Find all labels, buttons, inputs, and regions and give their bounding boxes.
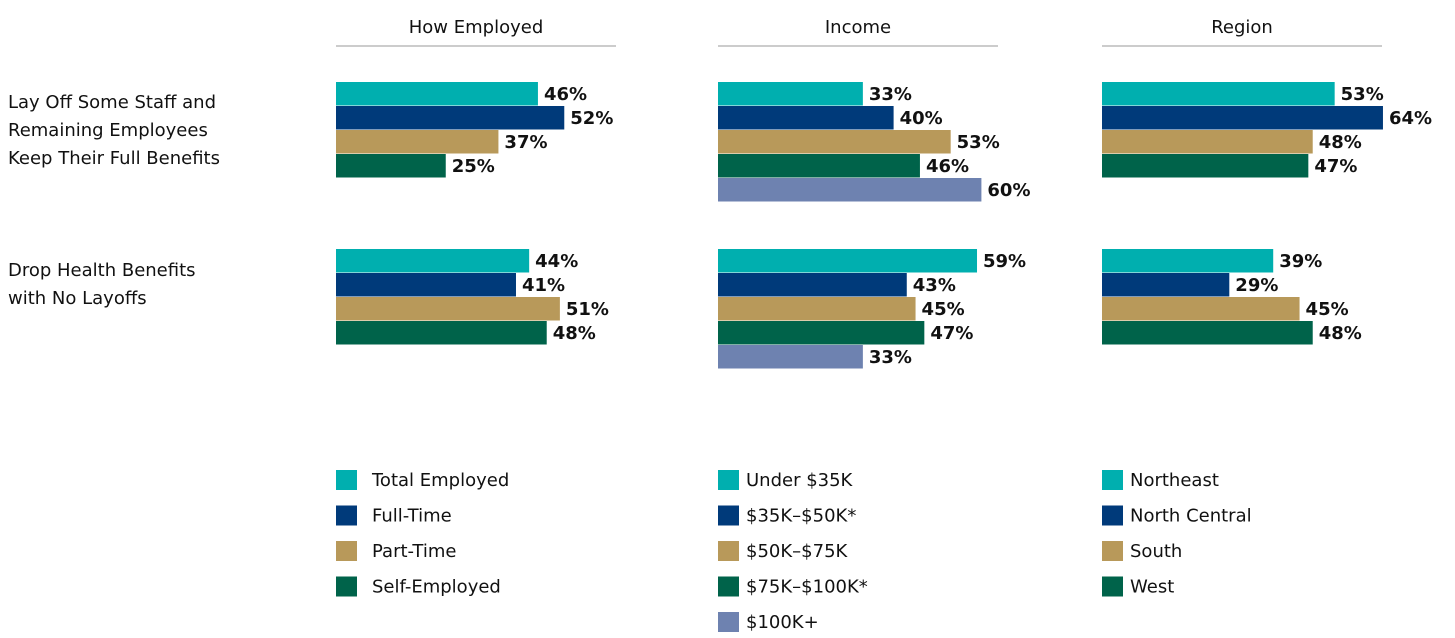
bar [718, 106, 894, 130]
value-label: 43% [913, 275, 956, 296]
row-label: Remaining Employees [8, 120, 208, 141]
panel-title: Income [825, 17, 891, 38]
legend-label: South [1130, 541, 1182, 562]
legend-swatch [1102, 576, 1123, 597]
bar [718, 130, 951, 154]
value-label: 45% [1306, 299, 1349, 320]
value-label: 46% [544, 84, 587, 105]
row-label: with No Layoffs [8, 288, 147, 309]
bar [1102, 249, 1274, 273]
bar [718, 297, 916, 321]
legend-label: $35K–$50K* [746, 506, 856, 527]
bar [336, 321, 547, 345]
value-label: 53% [957, 132, 1000, 153]
bar [718, 154, 920, 178]
bar [336, 130, 499, 154]
legend-swatch [1102, 470, 1123, 490]
bar [718, 273, 907, 297]
bar [718, 321, 925, 345]
legend-swatch [336, 470, 357, 490]
value-label: 48% [553, 323, 596, 344]
row-label: Drop Health Benefits [8, 260, 196, 281]
bar [336, 154, 446, 178]
legend-label: West [1130, 577, 1174, 598]
legend-swatch [336, 576, 357, 597]
legend-swatch [336, 541, 357, 561]
value-label: 64% [1389, 108, 1432, 129]
bar [1102, 130, 1313, 154]
value-label: 25% [452, 156, 495, 177]
value-label: 41% [522, 275, 565, 296]
legend-label: $75K–$100K* [746, 577, 868, 598]
bar [1102, 297, 1300, 321]
bar [718, 249, 978, 273]
value-label: 48% [1319, 132, 1362, 153]
legend-swatch [718, 505, 739, 526]
legend-swatch [718, 541, 739, 561]
value-label: 51% [566, 299, 609, 320]
value-label: 60% [987, 180, 1030, 201]
legend-swatch [718, 576, 739, 597]
value-label: 46% [926, 156, 969, 177]
value-label: 40% [900, 108, 943, 129]
value-label: 37% [504, 132, 547, 153]
legend-swatch [336, 505, 357, 526]
legend-swatch [718, 470, 739, 490]
legend-label: Northeast [1130, 470, 1219, 491]
legend-label: $100K+ [746, 612, 819, 633]
legend-label: Under $35K [746, 470, 854, 491]
value-label: 47% [1314, 156, 1357, 177]
legend-label: $50K–$75K [746, 541, 849, 562]
bar [336, 273, 516, 297]
value-label: 39% [1279, 251, 1322, 272]
bar [718, 345, 863, 369]
bar [718, 178, 982, 202]
panel-title: How Employed [409, 17, 544, 38]
legend-swatch [718, 612, 739, 632]
legend-label: North Central [1130, 506, 1252, 527]
bar [1102, 154, 1309, 178]
value-label: 29% [1235, 275, 1278, 296]
bar [1102, 321, 1313, 345]
value-label: 52% [570, 108, 613, 129]
row-label: Lay Off Some Staff and [8, 92, 216, 113]
value-label: 44% [535, 251, 578, 272]
value-label: 53% [1341, 84, 1384, 105]
legend-label: Full-Time [372, 506, 452, 527]
legend-swatch [1102, 541, 1123, 561]
legend-label: Total Employed [371, 470, 509, 491]
value-label: 33% [869, 84, 912, 105]
bar [1102, 106, 1383, 130]
value-label: 59% [983, 251, 1026, 272]
value-label: 47% [930, 323, 973, 344]
value-label: 48% [1319, 323, 1362, 344]
legend-label: Self-Employed [372, 577, 501, 598]
value-label: 45% [922, 299, 965, 320]
legend-label: Part-Time [372, 541, 456, 562]
bar [336, 297, 560, 321]
bar [1102, 82, 1335, 106]
bar [1102, 273, 1230, 297]
value-label: 33% [869, 347, 912, 368]
bar [336, 106, 565, 130]
bar [336, 82, 538, 106]
bar [718, 82, 863, 106]
panel-title: Region [1211, 17, 1273, 38]
row-label: Keep Their Full Benefits [8, 148, 220, 169]
bar [336, 249, 530, 273]
legend-swatch [1102, 505, 1123, 526]
